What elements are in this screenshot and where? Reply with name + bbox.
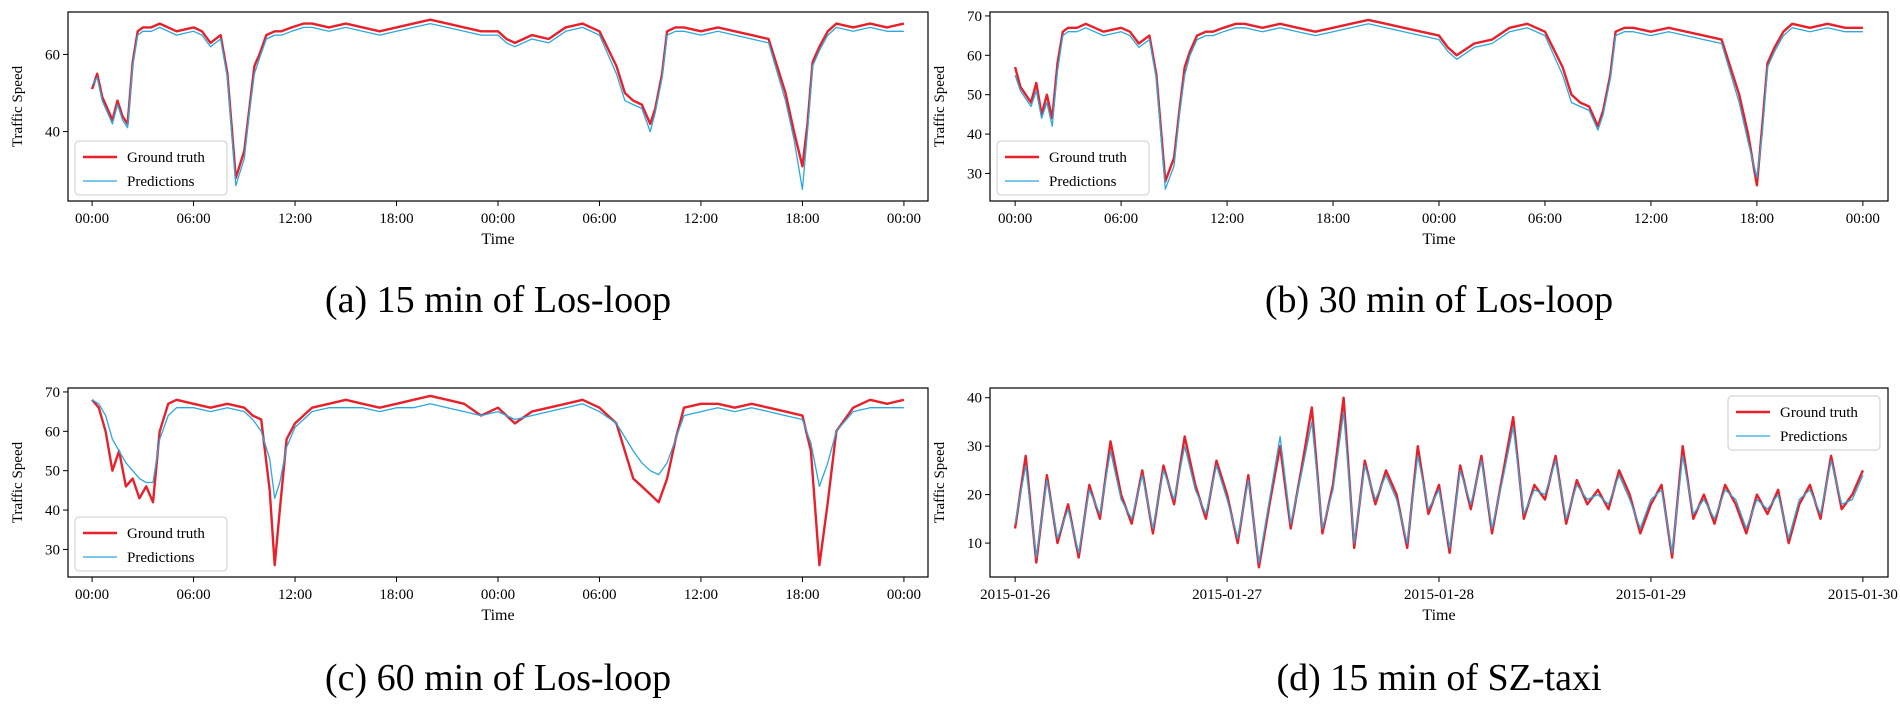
x-tick-label: 18:00 — [785, 211, 819, 227]
y-tick-label: 20 — [967, 488, 982, 504]
legend: Ground truth Predictions — [74, 140, 228, 196]
chart-caption: (b) 30 min of Los-loop — [1265, 279, 1613, 321]
series-line-predictions — [91, 22, 904, 191]
x-tick-label: 2015-01-28 — [1404, 587, 1474, 603]
x-tick-label: 12:00 — [278, 587, 312, 603]
series-line-ground-truth — [90, 18, 905, 180]
y-tick-label: 30 — [45, 542, 60, 558]
y-axis-label: Traffic Speed — [10, 65, 26, 147]
y-tick-label: 50 — [45, 464, 60, 480]
y-tick-label: 60 — [45, 47, 60, 63]
legend: Ground truth Predictions — [74, 516, 228, 572]
x-tick-label: 06:00 — [1528, 211, 1562, 227]
x-tick-label: 18:00 — [379, 587, 413, 603]
legend-label-ground-truth: Ground truth — [127, 526, 205, 542]
x-tick-label: 00:00 — [887, 211, 921, 227]
y-tick-label: 10 — [967, 536, 982, 552]
chart-caption: (a) 15 min of Los-loop — [325, 279, 671, 321]
x-tick-label: 12:00 — [1634, 211, 1668, 227]
legend-label-predictions: Predictions — [1049, 174, 1117, 190]
series-line-ground-truth — [91, 394, 905, 567]
x-axis-label: Time — [481, 607, 514, 624]
chart-panel-a: 40 60 00:00 06:00 12:00 18:00 00:00 06:00 12:00 1… — [10, 11, 929, 321]
x-tick-label: 00:00 — [1846, 211, 1880, 227]
x-tick-label: 00:00 — [75, 211, 109, 227]
x-tick-label: 2015-01-29 — [1616, 587, 1686, 603]
x-tick-label: 06:00 — [582, 587, 616, 603]
x-tick-label: 06:00 — [176, 211, 210, 227]
x-tick-label: 12:00 — [684, 587, 718, 603]
x-tick-label: 2015-01-30 — [1828, 587, 1898, 603]
chart-caption: (c) 60 min of Los-loop — [325, 657, 671, 699]
series-line-predictions — [1014, 411, 1864, 564]
y-tick-label: 40 — [45, 503, 60, 519]
y-tick-label: 30 — [967, 439, 982, 455]
y-tick-label: 30 — [967, 166, 982, 182]
chart-panel-d: 10 20 30 40 2015-01-26 2015-01-27 2015-01-28 20… — [932, 387, 1898, 699]
y-tick-label: 50 — [967, 88, 982, 104]
y-tick-label: 70 — [967, 9, 982, 25]
chart-panel-c: 30 40 50 60 70 00:00 06:00 12:00 18:00 00:00 06:00… — [10, 385, 929, 699]
x-tick-label: 2015-01-26 — [980, 587, 1050, 603]
chart-panel-b: 30 40 50 60 70 00:00 06:00 12:00 18:00 00:00 06:00… — [932, 9, 1889, 321]
legend: Ground truth Predictions — [996, 140, 1150, 196]
x-tick-label: 2015-01-27 — [1192, 587, 1262, 603]
x-tick-label: 00:00 — [998, 211, 1032, 227]
x-axis-label: Time — [481, 231, 514, 248]
x-tick-label: 00:00 — [75, 587, 109, 603]
x-tick-label: 12:00 — [278, 211, 312, 227]
x-tick-label: 00:00 — [1422, 211, 1456, 227]
x-tick-label: 00:00 — [481, 587, 515, 603]
x-tick-label: 18:00 — [785, 587, 819, 603]
y-axis-label: Traffic Speed — [932, 441, 948, 523]
series-line-ground-truth — [1013, 18, 1863, 187]
x-tick-label: 12:00 — [684, 211, 718, 227]
series-line-predictions — [91, 399, 904, 499]
y-tick-label: 40 — [967, 127, 982, 143]
x-tick-label: 18:00 — [1740, 211, 1774, 227]
x-tick-label: 06:00 — [582, 211, 616, 227]
y-tick-label: 60 — [967, 48, 982, 64]
x-tick-label: 18:00 — [379, 211, 413, 227]
x-tick-label: 18:00 — [1316, 211, 1350, 227]
x-tick-label: 06:00 — [176, 587, 210, 603]
y-axis-label: Traffic Speed — [10, 441, 26, 523]
chart-caption: (d) 15 min of SZ-taxi — [1276, 657, 1601, 699]
x-tick-label: 00:00 — [481, 211, 515, 227]
legend-label-ground-truth: Ground truth — [1780, 405, 1858, 421]
legend-label-ground-truth: Ground truth — [1049, 150, 1127, 166]
legend-label-predictions: Predictions — [1780, 429, 1848, 445]
y-tick-label: 40 — [967, 391, 982, 407]
legend-label-predictions: Predictions — [127, 174, 195, 190]
y-tick-label: 60 — [45, 424, 60, 440]
legend: Ground truth Predictions — [1727, 395, 1881, 451]
y-axis-label: Traffic Speed — [932, 65, 948, 147]
x-axis-label: Time — [1422, 607, 1455, 624]
legend-label-predictions: Predictions — [127, 550, 195, 566]
y-tick-label: 70 — [45, 385, 60, 401]
x-tick-label: 00:00 — [887, 587, 921, 603]
series-line-predictions — [1014, 23, 1863, 190]
x-axis-label: Time — [1422, 231, 1455, 248]
x-tick-label: 06:00 — [1104, 211, 1138, 227]
y-tick-label: 40 — [45, 125, 60, 141]
x-tick-label: 12:00 — [1210, 211, 1244, 227]
legend-label-ground-truth: Ground truth — [127, 150, 205, 166]
